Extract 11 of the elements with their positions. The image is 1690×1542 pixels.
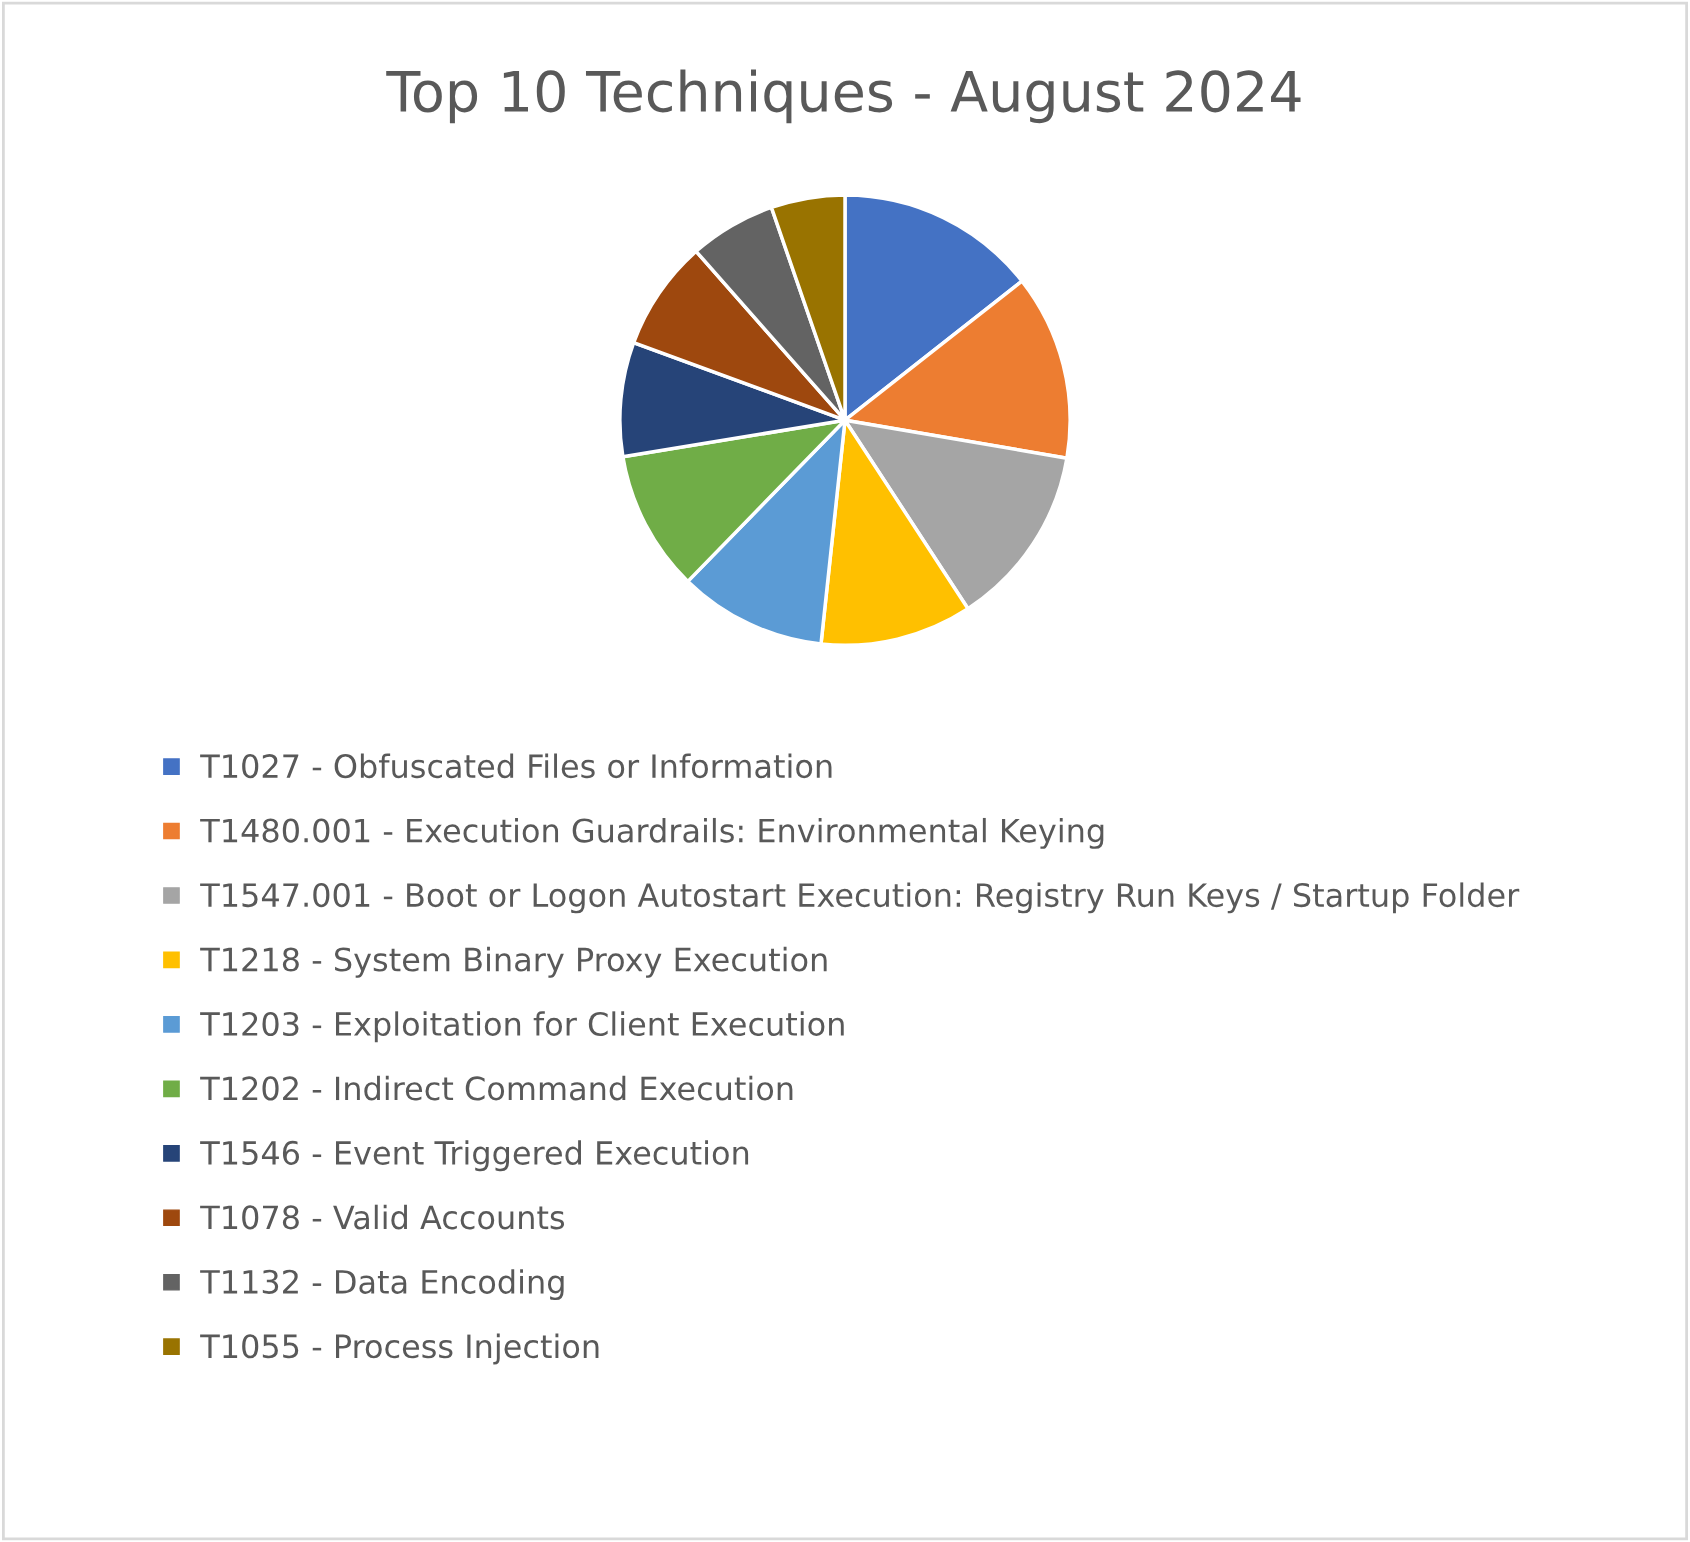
chart-title: Top 10 Techniques - August 2024 [386,69,1301,124]
legend-label: T1202 - Indirect Command Execution [200,1075,793,1101]
legend-label: T1203 - Exploitation for Client Execution [200,1011,844,1043]
legend-label: T1027 - Obfuscated Files or Information [200,753,832,779]
legend-label: T1480.001 - Execution Guardrails: Environmental Keying [200,817,1104,849]
legend-label: T1078 - Valid Accounts [200,1204,565,1230]
legend-label: T1546 - Event Triggered Execution [200,1140,749,1172]
legend-label: T1218 - System Binary Proxy Execution [200,946,827,978]
legend-label: T1055 - Process Injection [200,1333,599,1365]
legend-label: T1132 - Data Encoding [200,1269,564,1301]
legend-label: T1547.001 - Boot or Logon Autostart Execution: Registry Run Keys / Startup Folder [200,882,1520,914]
